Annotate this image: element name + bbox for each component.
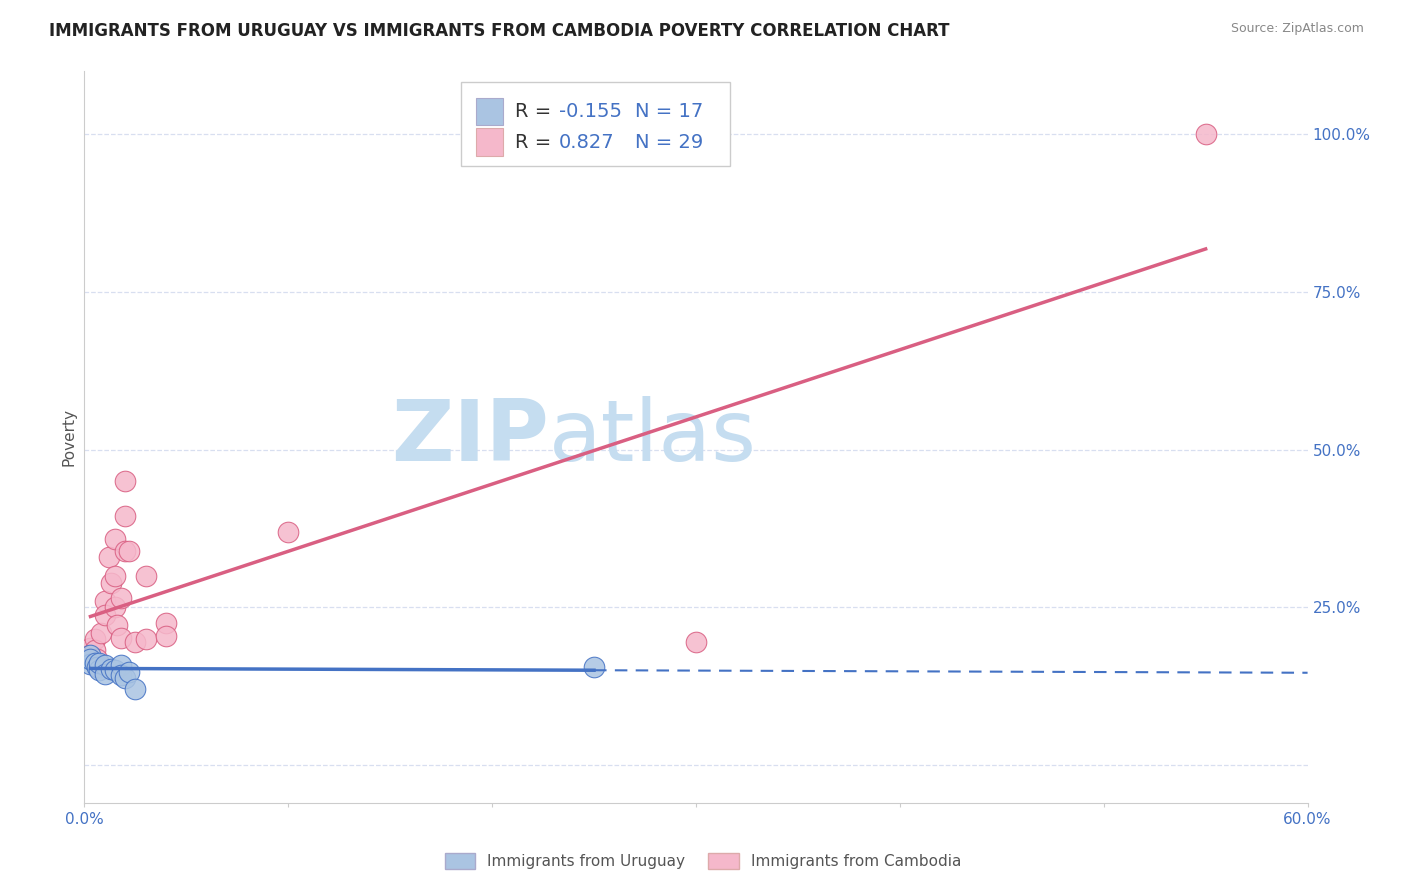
Point (114, 474, 136, 488)
Point (104, 533, 127, 547)
Point (110, 631, 132, 645)
Point (79, 648, 101, 662)
Y-axis label: Poverty: Poverty (60, 408, 76, 467)
Point (100, 576, 122, 591)
Point (87, 660, 110, 674)
Text: R =: R = (515, 102, 557, 121)
Point (79, 648, 101, 662)
Point (83, 656, 105, 670)
Text: N = 29: N = 29 (636, 133, 703, 152)
Point (90, 625, 112, 640)
Text: R =: R = (515, 133, 557, 152)
Point (104, 664, 127, 678)
Text: -0.155: -0.155 (560, 102, 621, 121)
Point (114, 671, 136, 685)
Point (118, 543, 141, 558)
Point (79, 652, 101, 666)
FancyBboxPatch shape (475, 128, 503, 156)
FancyBboxPatch shape (475, 98, 503, 126)
Point (93, 658, 115, 673)
Point (135, 632, 157, 646)
Point (277, 524, 299, 539)
FancyBboxPatch shape (461, 82, 730, 167)
Point (155, 616, 177, 631)
Point (87, 664, 110, 678)
Point (79, 641, 101, 656)
Point (86, 652, 108, 666)
Point (124, 635, 146, 649)
Point (110, 658, 132, 673)
Point (1195, 128, 1218, 142)
Point (93, 594, 115, 608)
Point (93, 607, 115, 622)
Point (583, 660, 606, 674)
Legend: Immigrants from Uruguay, Immigrants from Cambodia: Immigrants from Uruguay, Immigrants from… (439, 847, 967, 875)
Text: atlas: atlas (550, 395, 758, 479)
Point (114, 508, 136, 523)
Point (79, 657, 101, 671)
Text: IMMIGRANTS FROM URUGUAY VS IMMIGRANTS FROM CAMBODIA POVERTY CORRELATION CHART: IMMIGRANTS FROM URUGUAY VS IMMIGRANTS FR… (49, 22, 949, 40)
Point (87, 656, 110, 670)
Point (104, 600, 127, 615)
Point (104, 569, 127, 583)
Point (155, 629, 177, 643)
Point (83, 632, 105, 646)
Point (124, 682, 146, 697)
Point (114, 543, 136, 558)
Point (110, 591, 132, 605)
Point (83, 643, 105, 657)
Point (93, 666, 115, 681)
Point (118, 665, 141, 679)
Point (110, 668, 132, 682)
Point (105, 618, 128, 632)
Point (100, 662, 122, 676)
Text: N = 17: N = 17 (636, 102, 703, 121)
Point (135, 569, 157, 583)
Text: 0.827: 0.827 (560, 133, 614, 152)
Point (685, 635, 707, 649)
Text: ZIP: ZIP (391, 395, 550, 479)
Point (97, 549, 120, 564)
Text: Source: ZipAtlas.com: Source: ZipAtlas.com (1230, 22, 1364, 36)
Point (86, 660, 108, 674)
